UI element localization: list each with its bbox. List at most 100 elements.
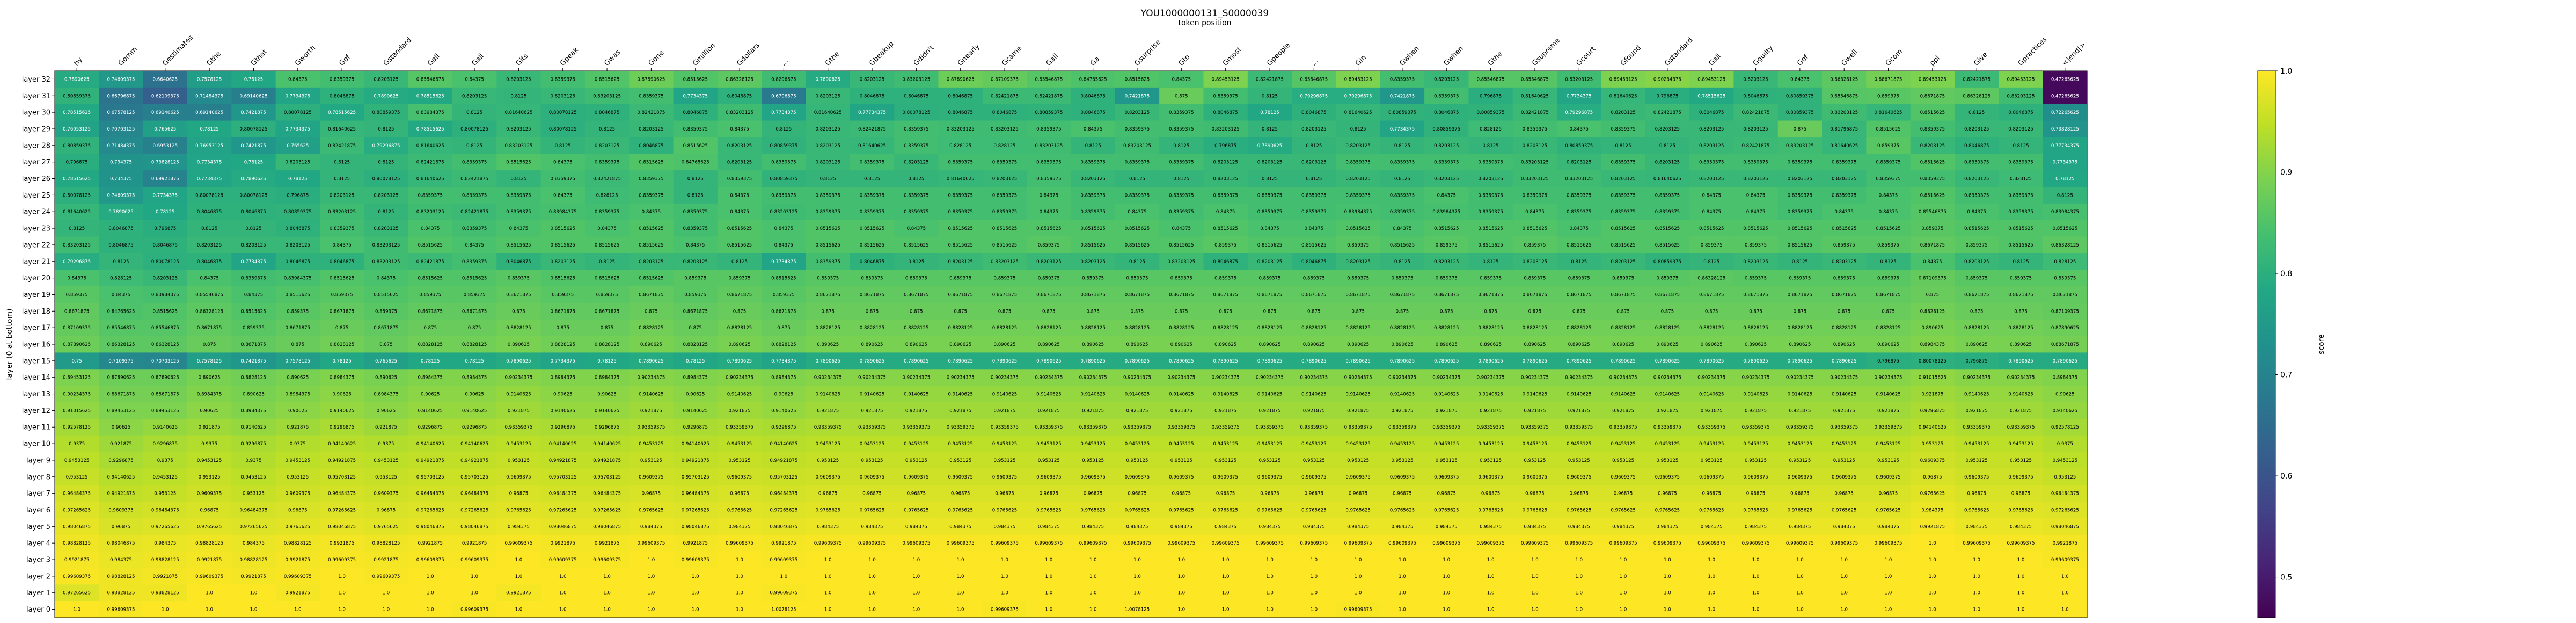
heatmap-cell-label: 0.9609375 <box>1080 475 1105 480</box>
heatmap-cell-label: 0.90234375 <box>1344 375 1372 381</box>
heatmap-cell <box>584 137 630 154</box>
heatmap-cell-label: 0.8125 <box>1880 259 1896 265</box>
colorbar: 0.50.60.70.80.91.0 score <box>2257 67 2326 618</box>
heatmap-cell-label: 0.78125 <box>156 209 175 215</box>
heatmap-cell <box>1645 253 1690 270</box>
heatmap-cell-label: 0.8125 <box>864 177 880 182</box>
heatmap-cell-label: 0.80078125 <box>284 110 312 115</box>
x-tick-label: Gin <box>1354 54 1368 68</box>
heatmap-cell <box>1999 154 2044 171</box>
heatmap-cell <box>1247 203 1292 221</box>
heatmap-cell <box>55 186 99 204</box>
heatmap-cell-label: 0.890625 <box>1082 342 1104 347</box>
heatmap-cell <box>231 253 276 270</box>
heatmap-cell-label: 0.9765625 <box>1876 508 1900 513</box>
heatmap-cell-label: 0.8359375 <box>1257 193 1282 198</box>
heatmap-cell-label: 0.89453125 <box>1609 77 1637 82</box>
x-tick-label: Gto <box>1177 53 1192 68</box>
heatmap-cell-label: 0.7890625 <box>1213 359 1238 364</box>
heatmap-cell-label: 0.9453125 <box>153 475 178 480</box>
heatmap-cell-label: 0.8125 <box>1129 259 1145 265</box>
heatmap-cell <box>1071 302 1116 320</box>
heatmap-cell <box>673 120 718 137</box>
heatmap-cell-label: 0.9140625 <box>1478 392 1503 397</box>
heatmap-cell-label: 1.0 <box>471 591 478 596</box>
heatmap-cell-label: 0.98046875 <box>2051 524 2079 530</box>
heatmap-cell-label: 0.875 <box>1970 309 1984 314</box>
heatmap-cell <box>1336 170 1381 187</box>
heatmap-cell-label: 0.90625 <box>465 392 484 397</box>
heatmap-cell-label: 0.9140625 <box>860 392 884 397</box>
heatmap-cell-label: 0.8515625 <box>1655 226 1680 231</box>
heatmap-cell-label: 0.8359375 <box>595 209 619 215</box>
heatmap-cell <box>1955 203 1999 221</box>
heatmap-cell <box>1159 170 1204 187</box>
heatmap-cell <box>2043 137 2088 154</box>
heatmap-cell <box>1689 120 1734 137</box>
heatmap-cell-label: 0.83203125 <box>1212 127 1240 132</box>
heatmap-cell <box>496 137 541 154</box>
heatmap-cell-label: 0.94140625 <box>416 441 444 447</box>
heatmap-cell <box>762 186 807 204</box>
heatmap-cell <box>1955 137 1999 154</box>
heatmap-cell-label: 0.83203125 <box>991 259 1019 265</box>
heatmap-cell <box>319 137 364 154</box>
heatmap-cell-label: 0.8359375 <box>1876 160 1900 165</box>
heatmap-cell-label: 0.8828125 <box>1080 325 1105 331</box>
heatmap-cell-label: 0.8359375 <box>595 160 619 165</box>
heatmap-cell-label: 0.984375 <box>1258 524 1280 530</box>
heatmap-cell-label: 0.9453125 <box>2008 441 2033 447</box>
heatmap-cell <box>673 302 718 320</box>
heatmap-cell-label: 0.7890625 <box>1390 359 1415 364</box>
heatmap-cell-label: 0.8046875 <box>241 209 266 215</box>
heatmap-cell-label: 0.8828125 <box>992 325 1017 331</box>
heatmap-cell <box>982 302 1027 320</box>
heatmap-cell-label: 1.0 <box>1840 574 1848 579</box>
heatmap-cell <box>408 154 453 171</box>
heatmap-cell <box>1247 104 1292 121</box>
heatmap-cell-label: 0.9296875 <box>153 441 178 447</box>
heatmap-cell-label: 0.99609375 <box>770 591 797 596</box>
heatmap-cell-label: 0.859375 <box>1436 243 1458 248</box>
heatmap-cell-label: 0.9453125 <box>860 441 884 447</box>
heatmap-cell-label: 0.859375 <box>1347 276 1369 281</box>
heatmap-cell <box>762 87 807 105</box>
heatmap-cell-label: 0.98046875 <box>416 524 444 530</box>
heatmap-cell-label: 1.0 <box>648 607 655 613</box>
heatmap-cell <box>982 253 1027 270</box>
heatmap-cell <box>1955 186 1999 204</box>
heatmap-cell-label: 0.8046875 <box>330 93 354 99</box>
heatmap-cell-label: 0.90625 <box>686 392 705 397</box>
x-tick-label: Gpeople <box>1265 41 1292 68</box>
heatmap-cell <box>1601 270 1646 287</box>
heatmap-cell <box>143 186 188 204</box>
heatmap-cell-label: 0.9453125 <box>639 441 663 447</box>
heatmap-cell <box>850 236 895 253</box>
heatmap-cell <box>1999 270 2044 287</box>
heatmap-cell <box>1999 120 2044 137</box>
heatmap-cell <box>1468 236 1513 253</box>
heatmap-cell-label: 0.8359375 <box>1169 127 1194 132</box>
heatmap-cell <box>806 87 851 105</box>
heatmap-cell <box>762 170 807 187</box>
heatmap-cell <box>2043 253 2088 270</box>
heatmap-cell-label: 0.7890625 <box>1125 359 1150 364</box>
heatmap-cell-label: 0.8359375 <box>1169 209 1194 215</box>
heatmap-cell-label: 1.0 <box>1310 574 1318 579</box>
heatmap-cell-label: 0.8203125 <box>1699 143 1724 149</box>
heatmap-cell-label: 0.9140625 <box>1655 392 1680 397</box>
heatmap-cell <box>1557 302 1602 320</box>
heatmap-cell-label: 0.8046875 <box>1434 110 1459 115</box>
x-tick-label: Gstandard <box>1663 36 1695 68</box>
y-tick-label: layer 19 <box>22 291 50 299</box>
heatmap-cell-label: 1.0 <box>1355 557 1362 563</box>
heatmap-cell-label: 0.99609375 <box>1697 541 1725 546</box>
heatmap-cell <box>717 87 762 105</box>
heatmap-cell-label: 0.90234375 <box>1875 375 1902 381</box>
heatmap-cell <box>806 319 851 337</box>
colorbar-gradient <box>2257 70 2276 618</box>
heatmap-cell-label: 0.8203125 <box>1257 160 1282 165</box>
heatmap-cell-label: 0.80078125 <box>460 127 488 132</box>
heatmap-cell <box>55 236 99 253</box>
heatmap-cell <box>1027 220 1072 237</box>
